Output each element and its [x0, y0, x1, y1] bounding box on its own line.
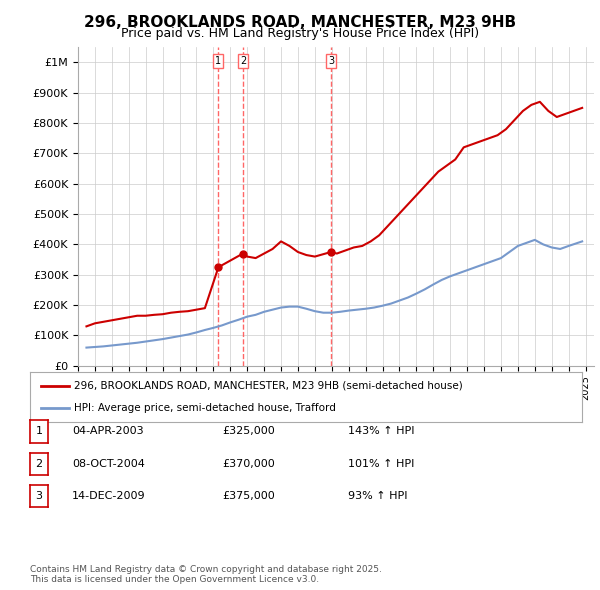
Text: Contains HM Land Registry data © Crown copyright and database right 2025.
This d: Contains HM Land Registry data © Crown c…	[30, 565, 382, 584]
Text: 296, BROOKLANDS ROAD, MANCHESTER, M23 9HB (semi-detached house): 296, BROOKLANDS ROAD, MANCHESTER, M23 9H…	[74, 381, 463, 391]
Text: HPI: Average price, semi-detached house, Trafford: HPI: Average price, semi-detached house,…	[74, 403, 336, 413]
Text: £325,000: £325,000	[222, 427, 275, 436]
Text: 3: 3	[35, 491, 43, 501]
Text: 296, BROOKLANDS ROAD, MANCHESTER, M23 9HB: 296, BROOKLANDS ROAD, MANCHESTER, M23 9H…	[84, 15, 516, 30]
Text: 101% ↑ HPI: 101% ↑ HPI	[348, 459, 415, 468]
Text: 1: 1	[35, 427, 43, 436]
Text: 04-APR-2003: 04-APR-2003	[72, 427, 143, 436]
Text: 2: 2	[35, 459, 43, 468]
Text: 2: 2	[240, 56, 247, 66]
Text: £370,000: £370,000	[222, 459, 275, 468]
Text: 3: 3	[328, 56, 334, 66]
Text: Price paid vs. HM Land Registry's House Price Index (HPI): Price paid vs. HM Land Registry's House …	[121, 27, 479, 40]
Text: 14-DEC-2009: 14-DEC-2009	[72, 491, 146, 501]
Text: £375,000: £375,000	[222, 491, 275, 501]
Text: 1: 1	[215, 56, 221, 66]
Text: 93% ↑ HPI: 93% ↑ HPI	[348, 491, 407, 501]
Text: 143% ↑ HPI: 143% ↑ HPI	[348, 427, 415, 436]
Text: 08-OCT-2004: 08-OCT-2004	[72, 459, 145, 468]
